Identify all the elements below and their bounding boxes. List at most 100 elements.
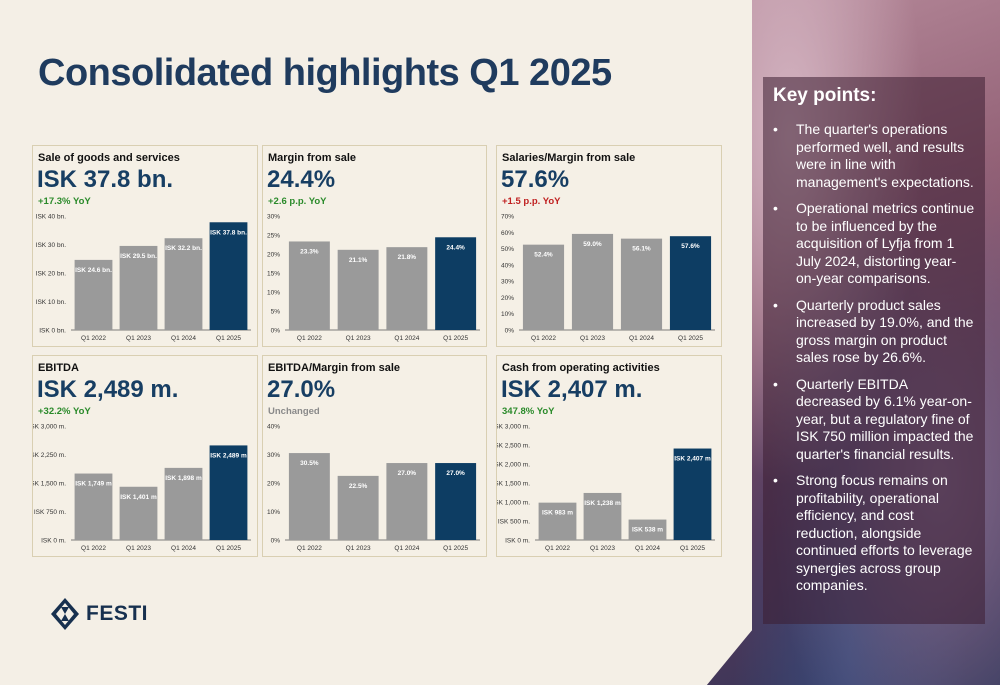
bar	[620, 238, 663, 330]
data-label: 23.3%	[300, 248, 319, 255]
bar	[74, 473, 113, 540]
data-label: 22.5%	[349, 483, 368, 490]
bar	[669, 236, 712, 330]
data-label: 59.0%	[583, 241, 602, 248]
key-point-text: Quarterly product sales increased by 19.…	[796, 296, 974, 366]
data-label: 21.8%	[398, 254, 417, 261]
chart-headline-value: ISK 37.8 bn.	[37, 166, 174, 193]
chart-yoy-change: +1.5 p.p. YoY	[502, 196, 561, 207]
y-tick-label: ISK 0 bn.	[39, 328, 66, 335]
key-point-item: • Quarterly EBITDA decreased by 6.1% year…	[773, 376, 975, 464]
bar	[337, 475, 379, 540]
chart-yoy-change: 347.8% YoY	[502, 406, 555, 417]
x-tick-label: Q1 2022	[81, 545, 106, 552]
y-tick-label: 20%	[267, 481, 280, 488]
y-tick-label: ISK 40 bn.	[36, 214, 67, 221]
y-tick-label: ISK 30 bn.	[36, 242, 67, 249]
x-tick-label: Q1 2023	[346, 335, 371, 342]
y-tick-label: 40%	[501, 262, 514, 269]
y-tick-label: ISK 3,000 m.	[33, 424, 66, 431]
key-point-item: • The quarter's operations performed well…	[773, 121, 975, 191]
y-tick-label: 50%	[501, 246, 514, 253]
y-tick-label: 25%	[267, 233, 280, 240]
chart-yoy-change: +2.6 p.p. YoY	[268, 196, 327, 207]
x-tick-label: Q1 2025	[216, 335, 241, 342]
y-tick-label: 40%	[267, 424, 280, 431]
bar	[74, 259, 113, 330]
bullet-icon: •	[773, 121, 778, 137]
y-tick-label: ISK 1,500 m.	[33, 481, 66, 488]
y-tick-label: ISK 0 m.	[41, 538, 66, 545]
y-tick-label: 30%	[267, 452, 280, 459]
data-label: ISK 1,238 m	[584, 500, 621, 507]
bar	[628, 519, 667, 540]
x-tick-label: Q1 2023	[126, 335, 151, 342]
chart-headline-value: ISK 2,489 m.	[37, 376, 179, 403]
chart-headline-value: ISK 2,407 m.	[501, 376, 643, 403]
bar	[522, 244, 565, 330]
y-tick-label: ISK 0 m.	[505, 538, 530, 545]
chart-headline-value: 57.6%	[501, 166, 570, 193]
data-label: ISK 538 m	[632, 527, 663, 534]
bar-chart-svg: 0% 10% 20% 30% 40% 50% 60% 70% 52.4% Q1 2022 59.0%…	[501, 214, 715, 342]
bar-chart-svg: 0% 5% 10% 15% 20% 25% 30% 23.3% Q1 2022 21.1% Q1 2…	[267, 214, 480, 342]
x-tick-label: Q1 2024	[629, 335, 654, 342]
data-label: ISK 983 m	[542, 510, 573, 517]
y-tick-label: 30%	[267, 214, 280, 221]
y-tick-label: ISK 2,500 m.	[497, 443, 530, 450]
festi-logo: FESTI	[50, 597, 148, 631]
bar	[209, 222, 248, 330]
chart-panel-margin: Margin from sale 24.4% +2.6 p.p. YoY 0% 5…	[262, 145, 487, 347]
data-label: ISK 2,489 m	[210, 452, 247, 459]
chart-yoy-change: +17.3% YoY	[38, 196, 91, 207]
y-tick-label: ISK 10 bn.	[36, 299, 67, 306]
bar	[673, 448, 712, 540]
page-title: Consolidated highlights Q1 2025	[38, 52, 612, 94]
x-tick-label: Q1 2023	[580, 335, 605, 342]
x-tick-label: Q1 2023	[346, 545, 371, 552]
bullet-icon: •	[773, 200, 778, 216]
data-label: 57.6%	[681, 243, 700, 250]
key-point-text: The quarter's operations performed well,…	[796, 121, 974, 190]
bar	[164, 238, 203, 330]
bar	[119, 245, 158, 330]
chart-panel-cash: Cash from operating activities ISK 2,407…	[496, 355, 722, 557]
y-tick-label: 60%	[501, 230, 514, 237]
chart-title: EBITDA	[38, 362, 79, 374]
data-label: 24.4%	[446, 244, 465, 251]
y-tick-label: 10%	[501, 311, 514, 318]
bar-chart-svg: 0% 10% 20% 30% 40% 30.5% Q1 2022 22.5% Q1 2023 27…	[267, 424, 480, 552]
data-label: 21.1%	[349, 257, 368, 264]
x-tick-label: Q1 2024	[171, 335, 196, 342]
bullet-icon: •	[773, 296, 778, 313]
y-tick-label: 15%	[267, 271, 280, 278]
x-tick-label: Q1 2025	[443, 335, 468, 342]
y-tick-label: ISK 1,500 m.	[497, 481, 530, 488]
key-points-title: Key points:	[773, 85, 877, 106]
x-tick-label: Q1 2025	[678, 335, 703, 342]
data-label: ISK 37.8 bn.	[210, 229, 247, 236]
key-point-item: • Strong focus remains on profitability, …	[773, 472, 975, 595]
y-tick-label: 5%	[271, 309, 281, 316]
data-label: 52.4%	[534, 252, 553, 259]
bar	[435, 463, 477, 540]
chart-title: Salaries/Margin from sale	[502, 152, 636, 164]
data-label: 56.1%	[632, 246, 651, 253]
y-tick-label: 30%	[501, 279, 514, 286]
chart-panel-salaries: Salaries/Margin from sale 57.6% +1.5 p.p…	[496, 145, 722, 347]
bar-chart-svg: ISK 0 m. ISK 500 m. ISK 1,000 m. ISK 1,500 …	[497, 424, 715, 552]
x-tick-label: Q1 2022	[531, 335, 556, 342]
bar	[119, 486, 158, 540]
y-tick-label: 0%	[505, 328, 515, 335]
bullet-icon: •	[773, 375, 778, 392]
bullet-icon: •	[773, 472, 778, 488]
data-label: 27.0%	[446, 470, 465, 477]
x-tick-label: Q1 2025	[680, 545, 705, 552]
x-tick-label: Q1 2024	[635, 545, 660, 552]
bar-chart-svg: ISK 0 m. ISK 750 m. ISK 1,500 m. ISK 2,250 …	[33, 424, 251, 552]
chart-yoy-change: +32.2% YoY	[38, 406, 91, 417]
x-tick-label: Q1 2025	[443, 545, 468, 552]
data-label: ISK 24.6 bn.	[75, 267, 112, 274]
x-tick-label: Q1 2022	[297, 545, 322, 552]
y-tick-label: 20%	[267, 252, 280, 259]
